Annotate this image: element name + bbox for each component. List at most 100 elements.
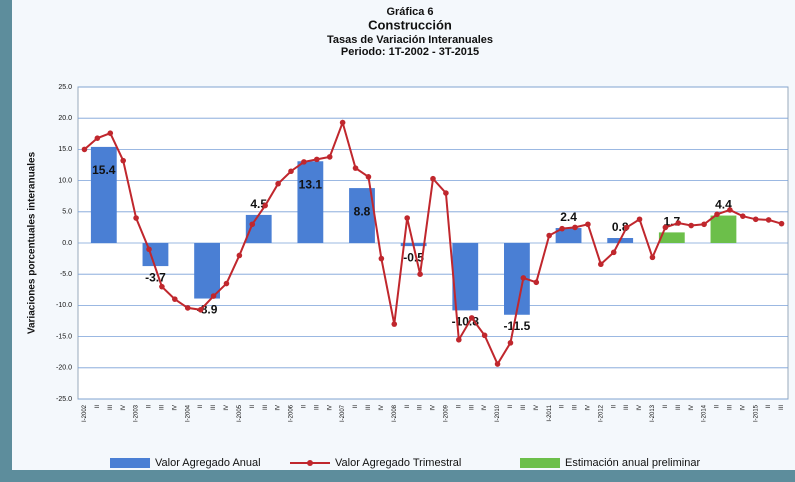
point — [365, 174, 372, 180]
point — [701, 221, 707, 228]
point — [585, 221, 591, 228]
point — [740, 213, 746, 219]
point — [456, 336, 462, 343]
point — [559, 225, 565, 232]
x-tick-label: I-2005 — [237, 404, 243, 422]
legend-swatch — [110, 458, 150, 468]
point — [314, 156, 320, 163]
legend-swatch — [307, 460, 313, 466]
x-tick-label: IV — [276, 405, 282, 411]
x-tick-label: III — [779, 405, 785, 410]
point — [262, 202, 268, 209]
x-tick-label: III — [521, 405, 527, 410]
y-tick-label: -20.0 — [56, 365, 72, 372]
x-tick-label: II — [715, 405, 721, 409]
point — [662, 224, 669, 231]
x-tick-label: I-2010 — [495, 404, 501, 422]
point — [752, 216, 759, 223]
point — [404, 215, 410, 221]
legend-label: Estimación anual preliminar — [565, 457, 700, 469]
point — [172, 296, 178, 302]
point — [727, 207, 733, 213]
x-tick-label: I-2007 — [340, 404, 346, 422]
point — [623, 224, 630, 231]
x-tick-label: IV — [585, 405, 591, 411]
y-tick-label: -5.0 — [60, 271, 72, 278]
x-tick-label: IV — [689, 405, 695, 411]
point — [81, 146, 88, 153]
x-tick-label: III — [573, 405, 579, 410]
point — [197, 306, 204, 313]
x-tick-label: IV — [740, 405, 746, 411]
bar — [142, 243, 169, 267]
point — [339, 119, 346, 126]
x-tick-label: IV — [121, 405, 127, 411]
point — [107, 130, 114, 136]
point — [94, 135, 101, 141]
point — [649, 254, 656, 261]
x-tick-label: I-2004 — [185, 404, 191, 422]
x-tick-label: II — [508, 405, 514, 409]
point — [249, 221, 256, 228]
x-tick-label: III — [159, 405, 165, 410]
x-tick-label: III — [676, 405, 682, 410]
x-tick-label: IV — [379, 405, 385, 411]
x-tick-label: III — [314, 405, 320, 410]
x-tick-label: I-2012 — [598, 404, 604, 422]
x-tick-label: II — [611, 405, 617, 409]
x-tick-label: I-2008 — [392, 404, 398, 422]
y-tick-label: 15.0 — [58, 146, 72, 153]
y-tick-label: 10.0 — [58, 177, 72, 184]
point — [391, 321, 398, 327]
point — [146, 246, 152, 253]
x-tick-label: II — [663, 405, 669, 409]
point — [236, 252, 243, 259]
point — [610, 249, 617, 256]
point — [468, 315, 475, 321]
x-tick-label: IV — [482, 405, 488, 411]
point — [352, 165, 359, 171]
data-label: -3.7 — [145, 270, 166, 284]
x-tick-label: I-2015 — [753, 404, 759, 422]
x-tick-label: I-2009 — [443, 404, 449, 422]
point — [481, 332, 488, 339]
bar — [297, 161, 324, 243]
point — [636, 216, 643, 223]
point — [430, 175, 436, 182]
point — [572, 224, 578, 231]
x-tick-label: III — [624, 405, 630, 410]
point — [301, 159, 307, 165]
y-tick-label: -25.0 — [56, 396, 72, 403]
x-tick-label: IV — [224, 405, 230, 411]
point — [714, 211, 720, 218]
point — [184, 305, 191, 311]
point — [778, 220, 785, 227]
point — [688, 222, 694, 229]
bar — [194, 243, 220, 299]
x-tick-label: I-2006 — [289, 404, 295, 422]
x-tick-label: IV — [327, 405, 333, 411]
x-tick-label: II — [353, 405, 359, 409]
legend-label: Valor Agregado Anual — [155, 457, 261, 469]
x-tick-label: IV — [431, 405, 437, 411]
point — [520, 275, 527, 281]
bar — [658, 232, 685, 243]
chart-title: Gráfica 6 — [386, 6, 433, 18]
x-tick-label: II — [456, 405, 462, 409]
x-tick-label: II — [95, 405, 101, 409]
x-tick-label: I-2003 — [134, 404, 140, 422]
bar — [90, 146, 117, 243]
x-tick-label: III — [211, 405, 217, 410]
point — [507, 340, 514, 346]
chart-subtitle: Periodo: 1T-2002 - 3T-2015 — [341, 46, 479, 58]
x-tick-label: III — [366, 405, 372, 410]
bar — [555, 228, 582, 243]
data-label: 1.7 — [663, 215, 680, 229]
chart-subtitle: Construcción — [368, 17, 452, 32]
point — [417, 271, 423, 278]
data-label: 2.4 — [560, 210, 577, 224]
x-tick-label: III — [418, 405, 424, 410]
point — [533, 279, 540, 286]
x-tick-label: IV — [172, 405, 178, 411]
y-tick-label: 25.0 — [58, 84, 72, 91]
